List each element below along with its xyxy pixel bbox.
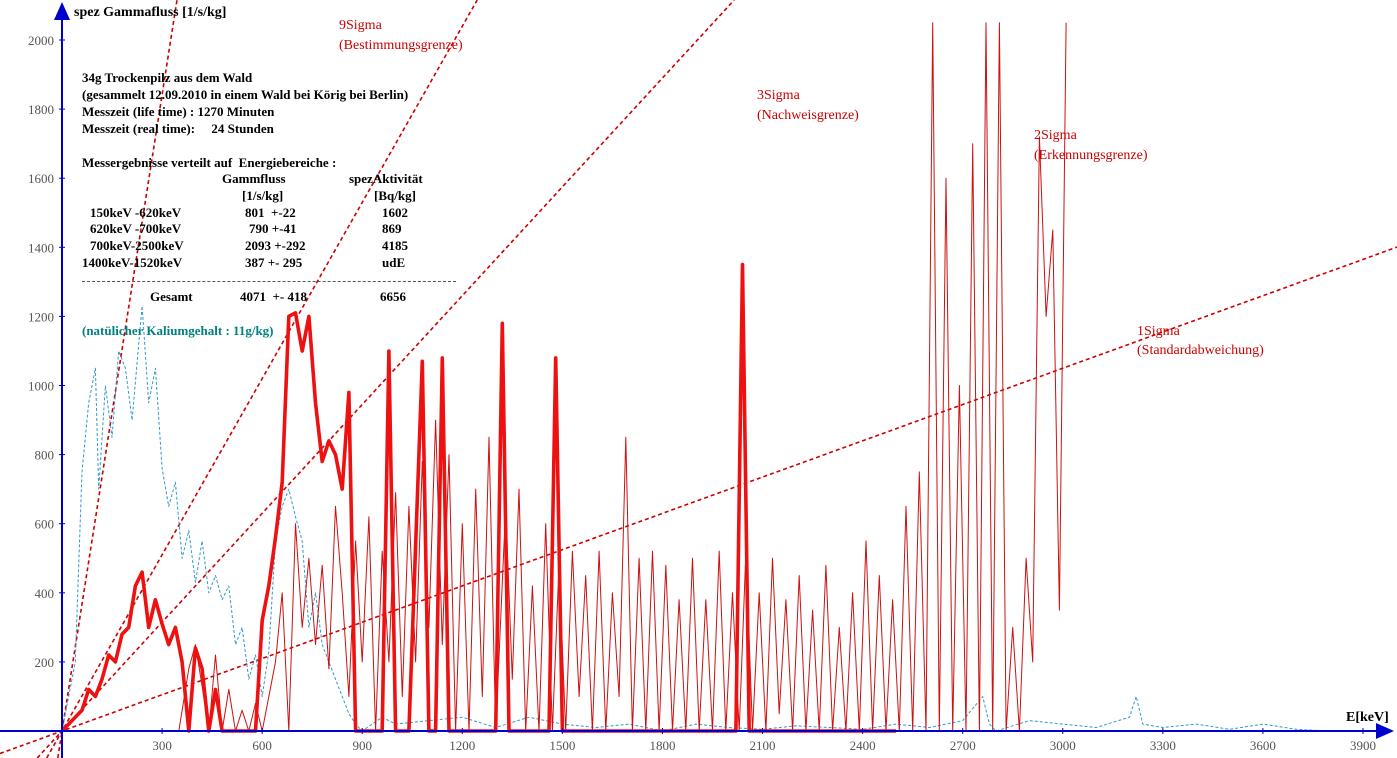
annotation-9sigma: 9Sigma (Bestimmungsgrenze) <box>339 18 463 53</box>
row-gamma: 387 +- 295 <box>245 255 303 270</box>
table-separator <box>82 281 456 282</box>
info-livetime: Messzeit (life time) : 1270 Minuten <box>82 104 275 119</box>
x-tick-label: 2700 <box>950 738 976 753</box>
x-tick-label: 3900 <box>1350 738 1376 753</box>
y-tick-label: 2000 <box>28 33 54 48</box>
y-axis-title: spez Gammafluss [1/s/kg] <box>74 5 226 20</box>
row-activity: 4185 <box>382 238 408 253</box>
row-gamma: 801 +-22 <box>245 205 296 220</box>
x-tick-label: 1800 <box>649 738 675 753</box>
annotation-3sigma-title: 3Sigma <box>757 88 801 103</box>
annotation-1sigma-subtitle: (Standardabweichung) <box>1137 343 1264 358</box>
row-gamma: 2093 +-292 <box>245 238 306 253</box>
annotation-9sigma-title: 9Sigma <box>339 18 383 33</box>
x-tick-label: 1200 <box>449 738 475 753</box>
row-range: 620keV -700keV <box>90 221 182 236</box>
y-tick-label: 1000 <box>28 379 54 394</box>
annotation-2sigma: 2Sigma (Erkennungsgrenze) <box>1034 128 1148 163</box>
series-line-dashed-blue <box>61 305 1330 732</box>
row-range: 150keV -620keV <box>90 205 182 220</box>
x-tick-label: 3000 <box>1050 738 1076 753</box>
annotation-9sigma-subtitle: (Bestimmungsgrenze) <box>339 38 463 53</box>
series-line-thin-red <box>178 22 1067 732</box>
row-activity: 1602 <box>382 205 408 220</box>
y-tick-label: 400 <box>35 586 55 601</box>
row-range: 1400keV-1520keV <box>82 255 183 270</box>
sigma-line-1sigma <box>0 246 1397 755</box>
row-gamma: 790 +-41 <box>249 221 297 236</box>
sigma-line-2sigma <box>36 0 735 758</box>
annotation-3sigma: 3Sigma (Nachweisgrenze) <box>757 88 859 123</box>
info-realtime: Messzeit (real time): 24 Stunden <box>82 121 274 136</box>
row-range: 700keV-2500keV <box>90 238 184 253</box>
y-tick-label: 600 <box>35 517 55 532</box>
annotation-2sigma-title: 2Sigma <box>1034 128 1078 143</box>
y-tick-label: 1800 <box>28 102 54 117</box>
info-collected: (gesammelt 12.09.2010 in einem Wald bei … <box>82 87 409 102</box>
total-activity: 6656 <box>380 289 406 304</box>
y-tick-label: 1400 <box>28 240 54 255</box>
x-tick-label: 300 <box>152 738 172 753</box>
total-label: Gesamt <box>150 289 193 304</box>
annotation-2sigma-subtitle: (Erkennungsgrenze) <box>1034 148 1148 163</box>
y-tick-label: 200 <box>35 655 55 670</box>
col-activity-unit: [Bq/kg] <box>374 188 416 203</box>
x-tick-label: 1500 <box>549 738 575 753</box>
col-gamma-unit: [1/s/kg] <box>242 188 284 203</box>
x-tick-label: 2100 <box>750 738 776 753</box>
col-gamma-header: Gammfluss <box>222 171 286 186</box>
x-tick-label: 2400 <box>850 738 876 753</box>
info-ranges-heading: Messergebnisse verteilt auf Energieberei… <box>82 155 337 170</box>
x-tick-label: 600 <box>252 738 272 753</box>
annotation-1sigma: 1Sigma (Standardabweichung) <box>1137 324 1264 358</box>
row-activity: 869 <box>382 221 402 236</box>
x-tick-label: 3300 <box>1150 738 1176 753</box>
annotation-1sigma-title: 1Sigma <box>1137 324 1181 339</box>
y-tick-label: 1600 <box>28 171 54 186</box>
row-activity: udE <box>382 255 406 270</box>
info-title: 34g Trockenpilz aus dem Wald <box>82 70 253 85</box>
y-tick-label: 1200 <box>28 309 54 324</box>
x-axis-title: E[keV] <box>1346 710 1389 725</box>
col-activity-header: spezAktivität <box>349 171 423 186</box>
x-tick-label: 3600 <box>1250 738 1276 753</box>
x-tick-label: 900 <box>352 738 372 753</box>
total-gamma: 4071 +- 418 <box>240 289 307 304</box>
tick-group: 300 600 900 1200 1500 1800 2100 2400 2700 3000 330… <box>28 33 1376 753</box>
y-tick-label: 800 <box>35 448 55 463</box>
sigma-line-9sigma <box>57 0 178 758</box>
sigma-line-3sigma <box>46 0 478 758</box>
kalium-note: (natülicher Kaliumgehalt : 11g/kg) <box>82 323 274 338</box>
annotation-3sigma-subtitle: (Nachweisgrenze) <box>757 108 859 123</box>
